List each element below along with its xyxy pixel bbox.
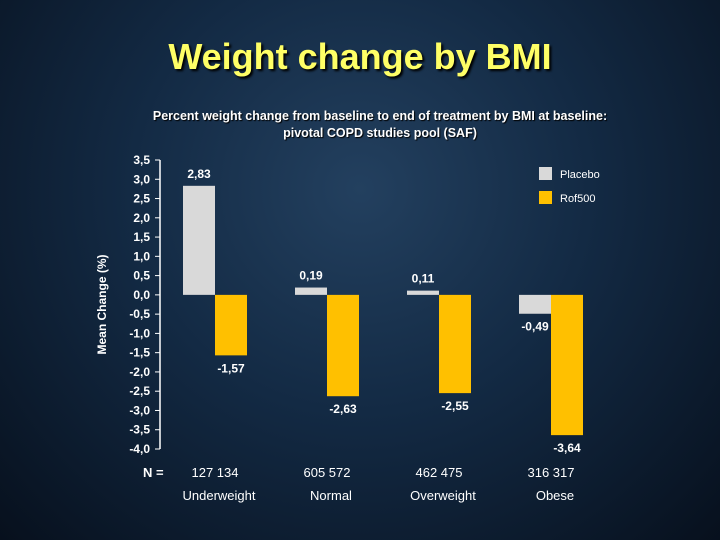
y-tick-label: 2,0 [133, 211, 150, 225]
data-label: 0,11 [412, 272, 435, 286]
y-tick-label: 0,5 [133, 269, 150, 283]
y-tick-label: 0,0 [133, 288, 150, 302]
y-tick-label: 3,0 [133, 172, 150, 186]
n-count: 462 475 [416, 465, 463, 480]
legend-swatch-placebo [539, 167, 552, 180]
bar-placebo-obese [519, 294, 551, 314]
data-label: -1,57 [217, 361, 245, 375]
x-category-label: Underweight [183, 488, 256, 503]
subtitle-line-2: pivotal COPD studies pool (SAF) [283, 126, 477, 140]
y-tick-label: -2,5 [129, 384, 150, 398]
legend-label-rof500: Rof500 [560, 193, 595, 205]
y-tick-label: -1,0 [129, 326, 150, 340]
y-tick-label: -3,0 [129, 403, 150, 417]
y-tick-label: 1,5 [133, 230, 150, 244]
data-label: -3,64 [553, 441, 581, 455]
x-category-label: Normal [310, 488, 352, 503]
subtitle-line-1: Percent weight change from baseline to e… [152, 109, 608, 123]
data-label: 2,83 [187, 167, 211, 181]
x-category-label: Obese [536, 488, 574, 503]
bar-placebo-normal [295, 287, 327, 295]
data-label: -0,49 [521, 320, 549, 334]
n-label: N = [143, 465, 164, 480]
legend-swatch-rof500 [539, 191, 552, 204]
y-tick-label: 2,5 [133, 192, 150, 206]
y-tick-label: -4,0 [129, 442, 150, 456]
bar-rof500-obese [551, 294, 583, 436]
y-tick-label: -2,0 [129, 365, 150, 379]
n-count: 127 134 [192, 465, 239, 480]
n-count: 316 317 [528, 465, 575, 480]
bar-rof500-underweight [215, 294, 247, 356]
chart-subtitle: Percent weight change from baseline to e… [0, 108, 720, 142]
n-count: 605 572 [304, 465, 351, 480]
bar-rof500-overweight [439, 294, 471, 394]
y-tick-label: 3,5 [133, 153, 150, 167]
y-axis-label: Mean Change (%) [95, 254, 109, 354]
y-tick-label: -1,5 [129, 346, 150, 360]
data-label: -2,55 [441, 399, 469, 413]
bar-placebo-underweight [183, 185, 215, 295]
bar-placebo-overweight [407, 290, 439, 295]
y-tick-label: -0,5 [129, 307, 150, 321]
data-label: -2,63 [329, 402, 357, 416]
legend-label-placebo: Placebo [560, 169, 600, 181]
bar-rof500-normal [327, 294, 359, 397]
x-category-label: Overweight [410, 488, 476, 503]
y-tick-label: -3,5 [129, 423, 150, 437]
y-tick-label: 1,0 [133, 249, 150, 263]
slide-title: Weight change by BMI [168, 36, 552, 77]
data-label: 0,19 [299, 269, 323, 283]
